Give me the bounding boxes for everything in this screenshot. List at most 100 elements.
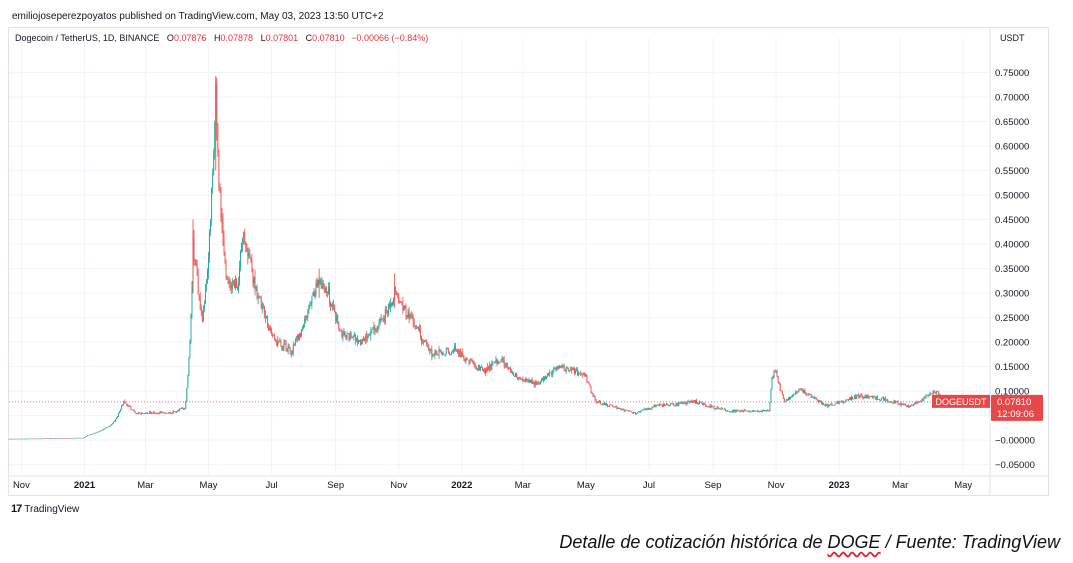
candle-body — [146, 412, 147, 414]
candle-body — [416, 327, 418, 328]
candle-body — [58, 438, 60, 439]
candle-body — [118, 413, 120, 417]
candle-body — [567, 367, 569, 371]
candle-body — [799, 388, 801, 390]
candle-body — [366, 335, 368, 338]
candle-body — [406, 315, 408, 318]
candle-body — [686, 401, 688, 405]
candle-body — [10, 438, 12, 440]
candle-body — [785, 399, 787, 401]
candle-body — [200, 309, 202, 311]
candle-body — [825, 403, 827, 406]
candle-body — [568, 370, 570, 371]
candle-body — [823, 402, 825, 405]
candle-body — [668, 404, 670, 406]
candle-body — [564, 370, 566, 372]
candle-body — [826, 403, 828, 406]
candlestick-chart[interactable]: 0.75000 0.70000 0.65000 0.60000 0.55000 0.500… — [0, 0, 1073, 500]
candle-body — [153, 412, 155, 413]
candle-body — [433, 355, 435, 356]
candle-body — [90, 434, 92, 436]
candle-body — [223, 235, 225, 253]
candle-body — [862, 396, 864, 399]
candle-body — [418, 328, 420, 331]
candle-body — [882, 397, 884, 398]
currency-label[interactable]: USDT — [1000, 33, 1025, 43]
candle-body — [515, 372, 517, 376]
candle-body — [653, 405, 655, 408]
candle-body — [857, 394, 859, 396]
symbol-label[interactable]: Dogecoin / TetherUS, 1D, BINANCE — [15, 33, 160, 43]
candle-body — [703, 402, 705, 405]
candle-body — [783, 398, 785, 402]
candle-body — [186, 388, 188, 402]
candle-body — [135, 413, 137, 414]
candle-body — [623, 409, 625, 412]
candle-body — [483, 369, 484, 371]
candle-body — [565, 367, 567, 372]
candle-body — [838, 401, 840, 404]
candle-body — [551, 372, 553, 376]
candle-body — [552, 370, 554, 376]
candle-body — [401, 302, 403, 304]
candle-body — [846, 399, 848, 401]
candle-body — [45, 438, 47, 439]
candle-body — [537, 381, 539, 384]
candle-body — [384, 309, 386, 322]
candle-body — [85, 436, 86, 438]
candle-body — [251, 261, 253, 272]
candle-body — [244, 231, 246, 242]
candle-body — [591, 391, 593, 394]
candle-body — [635, 412, 636, 415]
candle-body — [709, 404, 711, 408]
candle-body — [71, 437, 73, 439]
tradingview-logo[interactable]: 17 TradingView — [11, 503, 79, 515]
candle-body — [391, 303, 392, 305]
candle-body — [936, 391, 938, 393]
candle-body — [50, 438, 52, 439]
candle-body — [178, 410, 179, 412]
candle-body — [628, 410, 630, 412]
candle-body — [293, 344, 295, 345]
candle-body — [211, 188, 213, 221]
candle-body — [354, 334, 356, 342]
candle-body — [21, 438, 23, 440]
caption-suffix: / Fuente: TradingView — [880, 532, 1060, 552]
candle-body — [340, 330, 342, 332]
candle-body — [203, 303, 205, 309]
candle-body — [174, 411, 176, 413]
candle-body — [855, 395, 857, 399]
candle-body — [585, 374, 587, 377]
candle-body — [786, 399, 788, 401]
candle-body — [554, 368, 556, 369]
candle-body — [181, 407, 183, 409]
candle-body — [666, 404, 667, 405]
candle-body — [470, 359, 472, 360]
candle-body — [821, 400, 823, 405]
candle-body — [648, 407, 650, 410]
candle-body — [638, 411, 640, 413]
candle-body — [256, 286, 258, 299]
candle-body — [281, 346, 283, 350]
candle-body — [179, 408, 181, 412]
candle-body — [650, 409, 652, 410]
candle-body — [226, 277, 228, 279]
candle-body — [780, 390, 782, 392]
candle-body — [905, 405, 907, 407]
candle-body — [137, 412, 139, 415]
candle-body — [36, 438, 38, 440]
candle-body — [806, 394, 808, 396]
candle-body — [63, 438, 65, 439]
x-tick-label: Mar — [515, 480, 531, 491]
candle-body — [386, 311, 388, 314]
candle-body — [890, 401, 892, 403]
candle-body — [729, 411, 731, 413]
candle-body — [40, 438, 42, 440]
candle-body — [734, 409, 736, 412]
candle-body — [379, 318, 381, 323]
candle-body — [606, 404, 607, 405]
candle-body — [790, 397, 791, 400]
candle-body — [398, 295, 400, 303]
candle-body — [468, 360, 470, 364]
candle-body — [599, 400, 601, 404]
